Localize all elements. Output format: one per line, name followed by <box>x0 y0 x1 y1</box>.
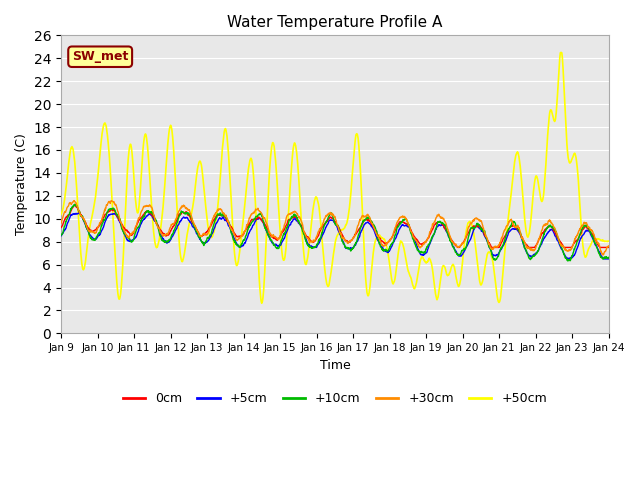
+50cm <box>572 155 580 160</box>
+50cm <box>494 298 502 304</box>
Text: SW_met: SW_met <box>72 50 129 63</box>
0cm <box>454 244 461 250</box>
+5cm <box>76 210 84 216</box>
+10cm <box>57 232 65 238</box>
+30cm <box>557 240 564 246</box>
+50cm <box>57 212 65 217</box>
+5cm <box>494 252 502 258</box>
Title: Water Temperature Profile A: Water Temperature Profile A <box>227 15 443 30</box>
+50cm <box>557 49 564 55</box>
Line: 0cm: 0cm <box>61 205 609 247</box>
Y-axis label: Temperature (C): Temperature (C) <box>15 133 28 235</box>
+10cm <box>363 215 371 221</box>
+10cm <box>71 201 79 207</box>
+10cm <box>494 253 502 259</box>
+50cm <box>210 229 218 235</box>
+5cm <box>572 249 580 255</box>
Line: +5cm: +5cm <box>61 213 609 259</box>
+10cm <box>557 242 564 248</box>
+5cm <box>600 256 608 262</box>
+5cm <box>605 256 612 262</box>
Line: +50cm: +50cm <box>61 52 609 303</box>
+50cm <box>351 141 358 147</box>
0cm <box>605 244 612 250</box>
0cm <box>70 202 78 208</box>
+30cm <box>70 198 78 204</box>
+30cm <box>572 234 580 240</box>
Legend: 0cm, +5cm, +10cm, +30cm, +50cm: 0cm, +5cm, +10cm, +30cm, +50cm <box>118 387 552 410</box>
+10cm <box>572 242 580 248</box>
+5cm <box>557 244 564 250</box>
Line: +30cm: +30cm <box>61 201 609 255</box>
+30cm <box>57 220 65 226</box>
+30cm <box>363 212 371 218</box>
+30cm <box>605 243 612 249</box>
0cm <box>210 216 218 222</box>
+10cm <box>605 254 612 260</box>
+50cm <box>605 238 612 244</box>
+5cm <box>57 233 65 239</box>
0cm <box>572 238 580 244</box>
+10cm <box>564 258 572 264</box>
+10cm <box>210 221 218 227</box>
0cm <box>351 232 358 238</box>
+50cm <box>557 49 564 55</box>
+5cm <box>363 220 371 226</box>
0cm <box>557 240 564 245</box>
+10cm <box>351 243 358 249</box>
+30cm <box>210 213 218 219</box>
Line: +10cm: +10cm <box>61 204 609 261</box>
0cm <box>495 244 502 250</box>
+30cm <box>351 233 358 239</box>
0cm <box>363 216 371 222</box>
+30cm <box>599 252 607 258</box>
X-axis label: Time: Time <box>319 359 350 372</box>
+5cm <box>351 242 358 248</box>
+50cm <box>258 300 266 306</box>
0cm <box>57 225 65 230</box>
+50cm <box>363 288 371 293</box>
+30cm <box>494 243 502 249</box>
+5cm <box>210 226 218 232</box>
